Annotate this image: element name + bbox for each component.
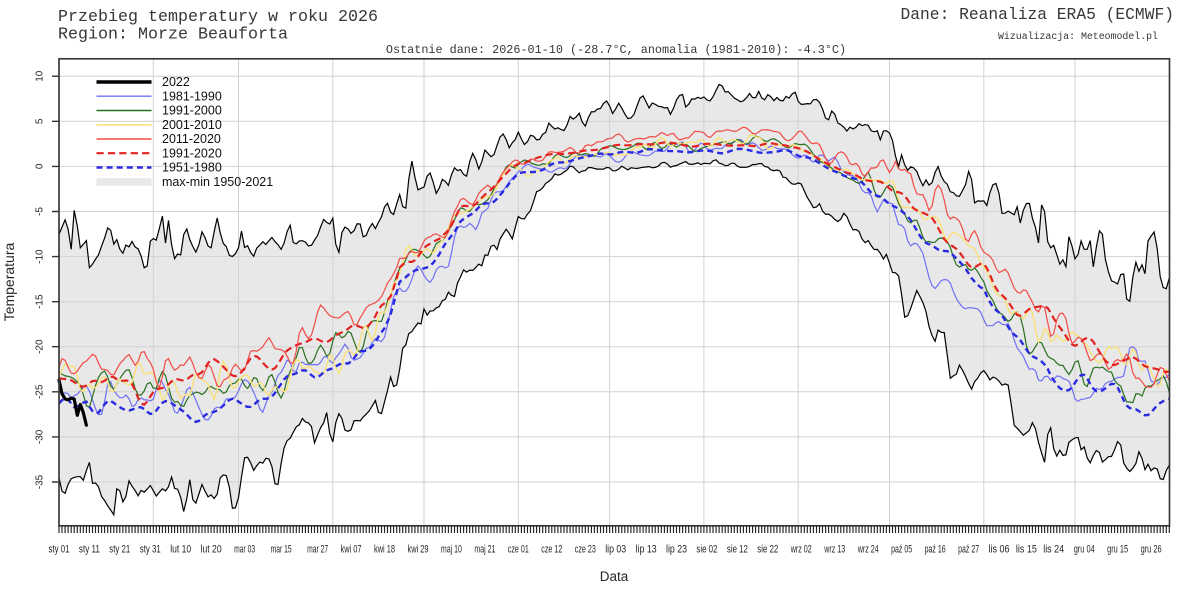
svg-text:2001-2010: 2001-2010	[162, 118, 222, 132]
svg-text:-15: -15	[35, 294, 46, 309]
svg-text:lut 20: lut 20	[201, 544, 222, 556]
svg-text:-30: -30	[35, 429, 46, 444]
svg-text:paź 05: paź 05	[891, 544, 912, 556]
svg-text:mar 03: mar 03	[234, 544, 255, 556]
svg-text:paź 27: paź 27	[958, 544, 979, 556]
svg-text:wrz 24: wrz 24	[857, 544, 879, 556]
svg-text:gru 26: gru 26	[1141, 544, 1162, 556]
svg-text:sty 01: sty 01	[49, 544, 70, 556]
svg-text:wrz 02: wrz 02	[790, 544, 812, 556]
svg-text:cze 23: cze 23	[575, 544, 596, 556]
svg-text:sty 21: sty 21	[109, 544, 130, 556]
svg-text:lut 10: lut 10	[170, 544, 191, 556]
svg-text:gru 04: gru 04	[1074, 544, 1095, 556]
svg-text:wrz 13: wrz 13	[824, 544, 846, 556]
svg-text:-10: -10	[35, 249, 46, 264]
svg-text:-20: -20	[35, 339, 46, 354]
svg-text:cze 01: cze 01	[508, 544, 529, 556]
svg-text:-25: -25	[35, 384, 46, 399]
svg-text:1981-1990: 1981-1990	[162, 90, 222, 104]
svg-text:lis 24: lis 24	[1043, 544, 1064, 556]
svg-text:lip 13: lip 13	[636, 544, 657, 556]
svg-text:-5: -5	[35, 207, 46, 216]
svg-text:sty 31: sty 31	[140, 544, 161, 556]
svg-text:lis 06: lis 06	[989, 544, 1010, 556]
svg-text:1991-2020: 1991-2020	[162, 146, 222, 160]
svg-text:0: 0	[35, 163, 46, 169]
svg-text:sie 22: sie 22	[757, 544, 778, 556]
svg-text:mar 27: mar 27	[307, 544, 328, 556]
svg-text:lip 03: lip 03	[605, 544, 626, 556]
svg-text:2011-2020: 2011-2020	[162, 132, 221, 146]
svg-text:kwi 18: kwi 18	[374, 544, 395, 556]
svg-text:mar 15: mar 15	[271, 544, 292, 556]
svg-text:max-min 1950-2021: max-min 1950-2021	[162, 175, 273, 189]
svg-text:maj 21: maj 21	[474, 544, 495, 556]
svg-text:5: 5	[35, 118, 46, 124]
svg-text:Dane: Reanaliza ERA5 (ECMWF): Dane: Reanaliza ERA5 (ECMWF)	[901, 5, 1175, 24]
svg-text:Wizualizacja: Meteomodel.pl: Wizualizacja: Meteomodel.pl	[998, 31, 1158, 42]
svg-text:1991-2000: 1991-2000	[162, 104, 222, 118]
svg-text:lis 15: lis 15	[1016, 544, 1037, 556]
svg-text:10: 10	[35, 70, 46, 82]
svg-text:kwi 07: kwi 07	[341, 544, 362, 556]
svg-text:sie 02: sie 02	[696, 544, 717, 556]
svg-text:1951-1980: 1951-1980	[162, 161, 222, 175]
svg-text:Przebieg temperatury w roku 20: Przebieg temperatury w roku 2026	[58, 7, 378, 26]
svg-text:Temperatura: Temperatura	[1, 242, 17, 321]
svg-text:kwi 29: kwi 29	[408, 544, 429, 556]
svg-text:gru 15: gru 15	[1107, 544, 1128, 556]
svg-text:sty 11: sty 11	[79, 544, 100, 556]
svg-text:Data: Data	[600, 569, 629, 584]
svg-text:cze 12: cze 12	[541, 544, 562, 556]
svg-text:sie 12: sie 12	[727, 544, 748, 556]
svg-text:paź 16: paź 16	[925, 544, 946, 556]
svg-text:maj 10: maj 10	[441, 544, 462, 556]
svg-text:Region: Morze Beauforta: Region: Morze Beauforta	[58, 25, 288, 44]
svg-text:Ostatnie dane: 2026-01-10 (-28: Ostatnie dane: 2026-01-10 (-28.7°C, anom…	[386, 43, 846, 57]
svg-text:2022: 2022	[162, 75, 190, 89]
svg-text:-35: -35	[35, 474, 46, 489]
svg-text:lip 23: lip 23	[666, 544, 687, 556]
